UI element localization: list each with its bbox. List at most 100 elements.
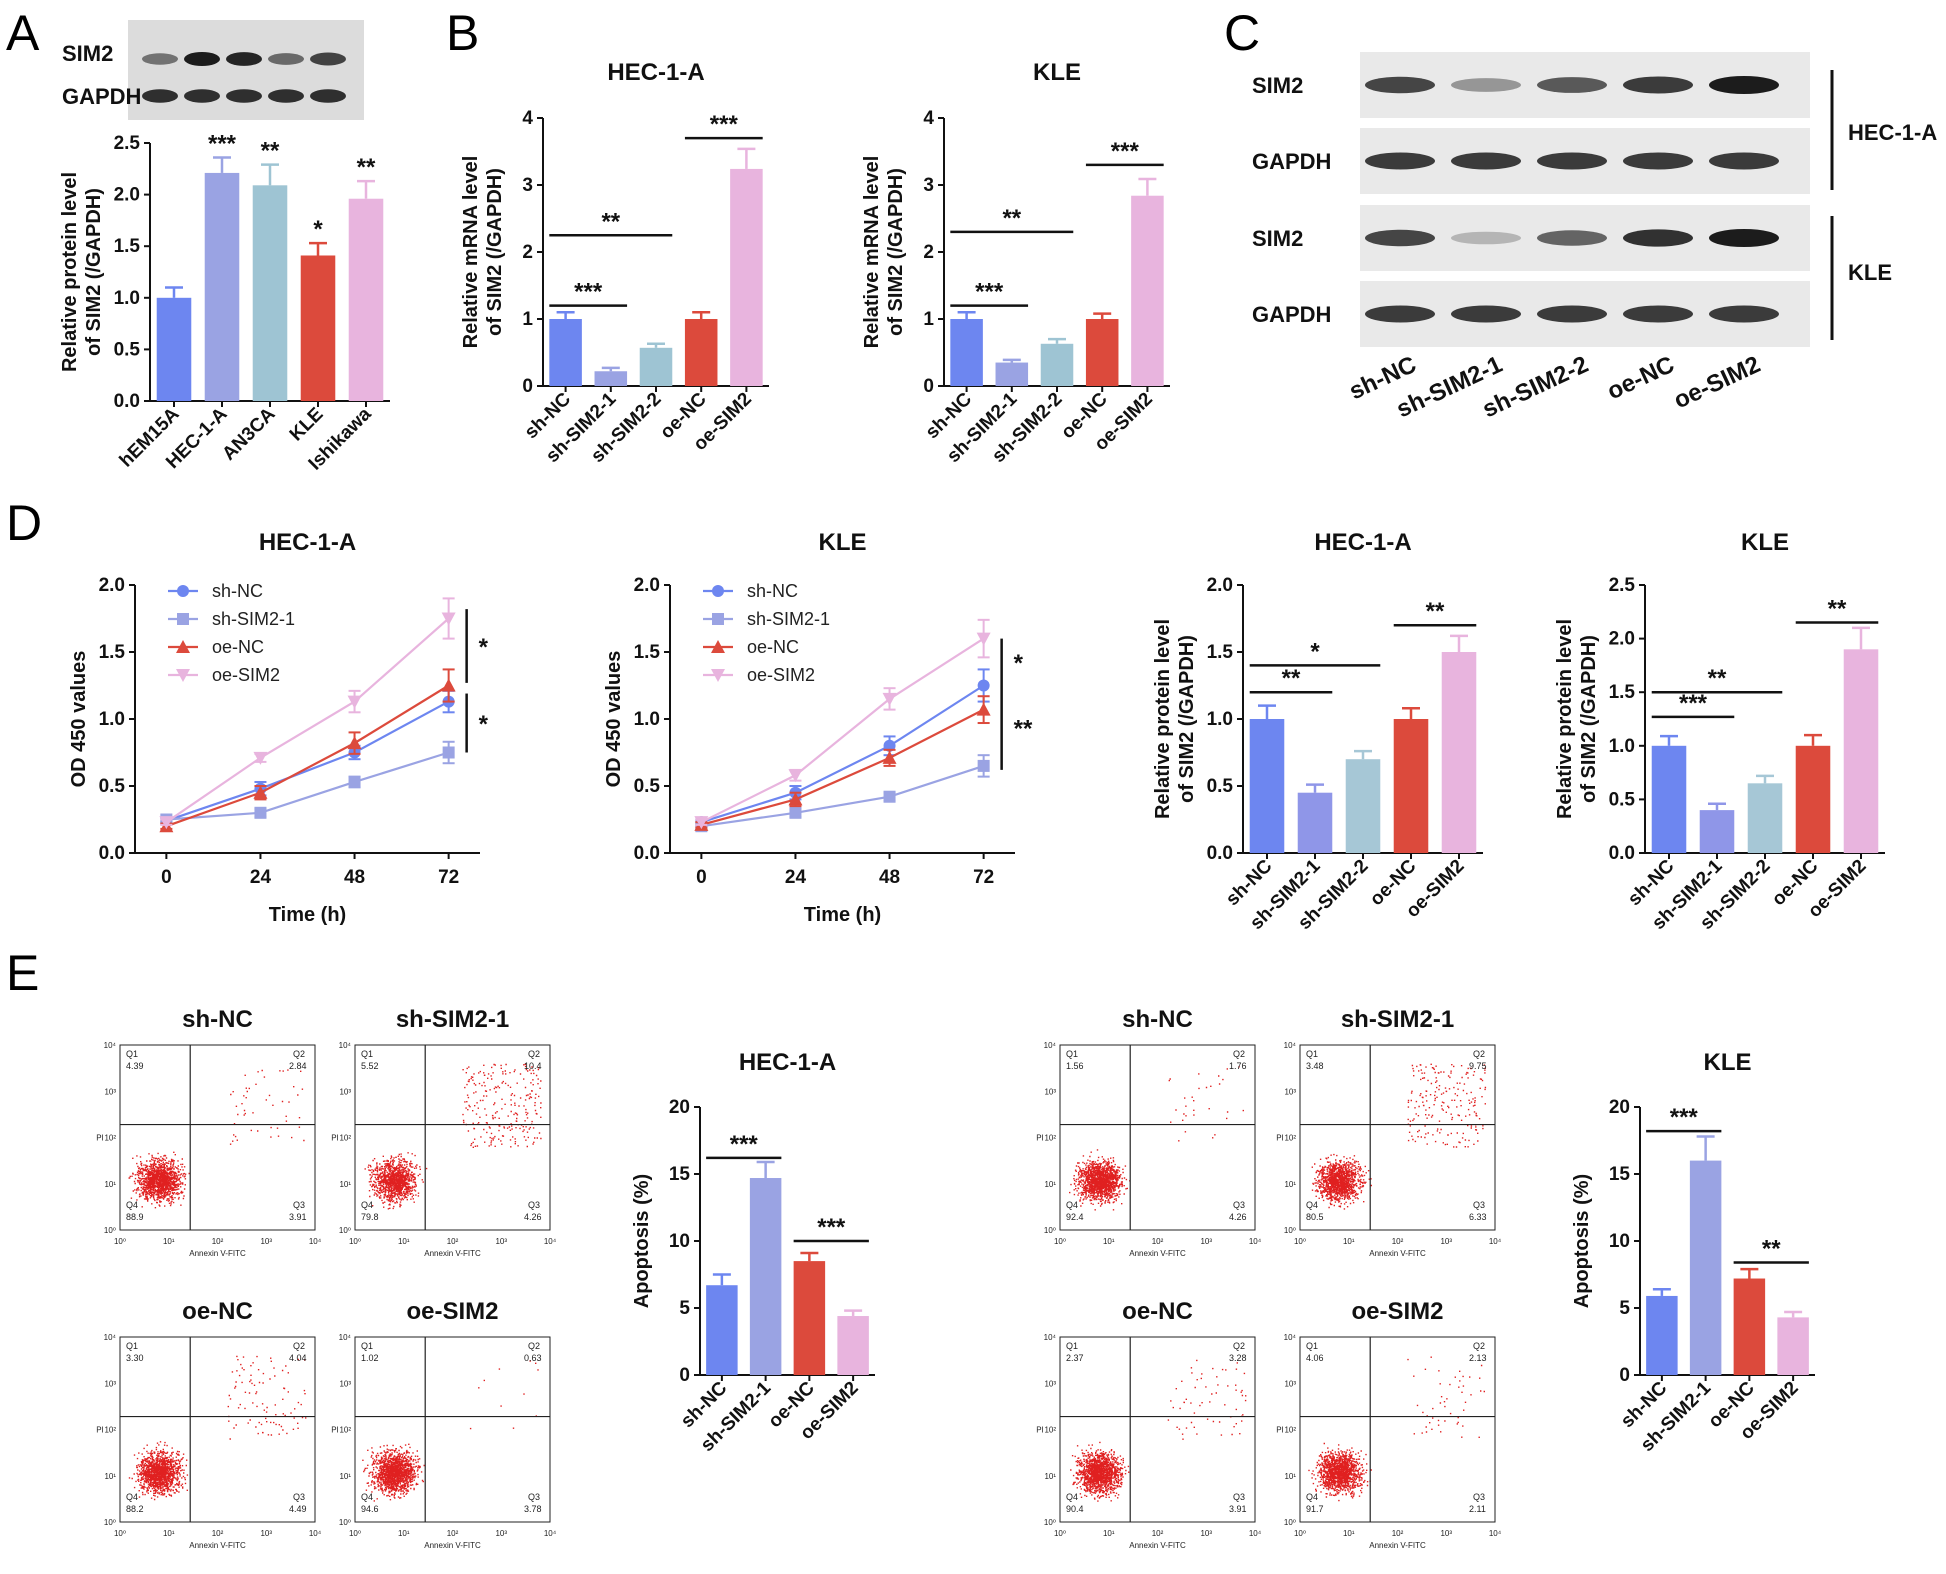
y-axis-label-line1: Relative protein level [1554,619,1576,819]
flow-y-tick: 10⁴ [104,1333,117,1342]
flow-y-tick: 10⁰ [1284,1226,1296,1235]
chart-title: HEC-1-A [739,1049,836,1076]
quadrant-q1-value: 1.56 [1066,1061,1084,1071]
flow-x-label: Annexin V-FITC [424,1249,481,1258]
bar-sh-SIM2-2 [639,347,673,386]
legend-marker [712,585,724,597]
flow-y-label: PI [1276,1426,1284,1435]
x-tick-label: 72 [438,867,459,888]
x-tick-label: 48 [344,867,365,888]
y-axis-label-group: OD 450 values [603,651,625,788]
legend-label: oe-NC [212,637,264,657]
band-GAPDH [310,89,346,103]
flow-y-tick: 10⁰ [1044,1518,1056,1527]
flow-y-tick: 10¹ [339,1472,351,1481]
y-axis-label-line1: Relative mRNA level [460,156,482,349]
bar-oe-NC [1085,319,1119,386]
bar-KLE [300,255,336,401]
quadrant-name: Q4 [1306,1200,1318,1210]
y-axis-label-group: OD 450 values [68,651,90,788]
point-oe-SIM2 [694,816,709,830]
y-tick-label: 0.5 [114,339,141,360]
y-axis-label-line1: Relative protein level [1152,619,1174,819]
blot-row-label: SIM2 [1252,226,1303,251]
bar-sh-NC [1249,719,1285,853]
quadrant-q2-value: 0.63 [524,1353,542,1363]
y-tick-label: 5 [1619,1298,1630,1319]
blot-row-label: SIM2 [62,41,113,66]
flow-frame [119,1336,316,1523]
band [1709,76,1779,94]
legend-marker [176,669,190,682]
point-oe-NC [882,750,897,764]
point-oe-SIM2 [788,769,803,783]
band [1537,230,1607,246]
y-axis-label-line2: of SIM2 (/GAPDH) [1176,635,1198,803]
series-line-oe-SIM2 [165,617,450,824]
flow-title: sh-NC [182,1006,253,1033]
flow-x-tick: 10⁴ [309,1237,322,1246]
flow-plot-sh-NC: sh-NC Q1 4.39 Q2 2.84 Q3 3.91 Q4 88.9 10⁰ 10⁰ 10¹ 10… [96,1006,322,1258]
flow-x-tick: 10³ [1200,1237,1212,1246]
flow-x-tick: 10⁰ [114,1529,126,1538]
quadrant-name: Q3 [1233,1492,1245,1502]
band [1365,305,1435,323]
flow-y-label: PI [331,1426,339,1435]
flow-y-tick: 10⁰ [1044,1226,1056,1235]
legend-marker [177,613,189,625]
flow-y-tick: 10² [1044,1426,1056,1435]
sig-label: ** [601,208,620,235]
bar-oe-NC [684,319,718,386]
quadrant-q2-value: 10.4 [524,1061,542,1071]
flow-y-tick: 10¹ [1044,1472,1056,1481]
flow-y-tick: 10² [104,1426,116,1435]
chart-title: KLE [1704,1049,1752,1076]
blot-row-label: GAPDH [62,84,141,109]
y-axis-label: Relative mRNA level of SIM2 (/GAPDH) [861,156,907,349]
flow-x-tick: 10⁴ [544,1529,557,1538]
flow-title: oe-NC [182,1298,253,1325]
flow-plot-oe-NC: oe-NC Q1 3.30 Q2 4.04 Q3 4.49 Q4 88.2 10⁰ 10⁰ 10¹ 10… [96,1298,322,1550]
legend-label: oe-SIM2 [212,665,280,685]
x-tick-label: 0 [696,867,707,888]
bar-sh-SIM2-1 [1699,810,1735,853]
point-sh-SIM2-1 [442,746,455,759]
quadrant-q1-value: 4.39 [126,1061,144,1071]
y-axis-label: Relative protein level of SIM2 (/GAPDH) [1152,619,1198,819]
quadrant-q4-value: 80.5 [1306,1212,1324,1222]
chart-B-HEC: HEC-1-A 0 1 2 3 4 Relative mRNA level of SIM2 (… [460,59,769,467]
y-tick-label: 2.5 [114,133,141,154]
y-tick-label: 1.5 [1609,682,1636,703]
group-label: HEC-1-A [1848,120,1937,145]
flow-x-tick: 10² [212,1237,224,1246]
band-GAPDH [226,89,262,103]
lane-label-group: oe-NC [1603,351,1678,405]
flow-y-tick: 10⁰ [339,1226,351,1235]
y-axis-label-group: Apoptosis (%) [631,1174,653,1308]
point-sh-NC [883,739,896,752]
flow-x-tick: 10⁰ [349,1237,361,1246]
y-tick-label: 0.5 [99,776,126,797]
legend-label: sh-NC [212,581,263,601]
flow-y-tick: 10¹ [104,1472,116,1481]
y-axis-label-group: Relative protein level of SIM2 (/GAPDH) [1554,619,1600,819]
legend-marker [176,640,190,653]
band [1709,229,1779,247]
y-tick-label: 0 [522,376,533,397]
lane-label: oe-NC [1603,351,1678,405]
point-sh-SIM2-1 [883,790,896,803]
legend-label: oe-SIM2 [747,665,815,685]
bar-sh-SIM2-1 [995,362,1029,386]
series-line-sh-NC [701,684,985,824]
flow-title: oe-SIM2 [406,1298,498,1325]
quadrant-q4-value: 91.7 [1306,1504,1324,1514]
bar-sh-SIM2-1 [1689,1160,1722,1375]
band [1623,152,1693,170]
legend-marker [711,640,725,653]
lane-label: oe-SIM2 [1670,351,1765,414]
quadrant-name: Q4 [126,1492,138,1502]
band [1365,76,1435,94]
band [1451,78,1521,92]
quadrant-name: Q3 [1473,1200,1485,1210]
